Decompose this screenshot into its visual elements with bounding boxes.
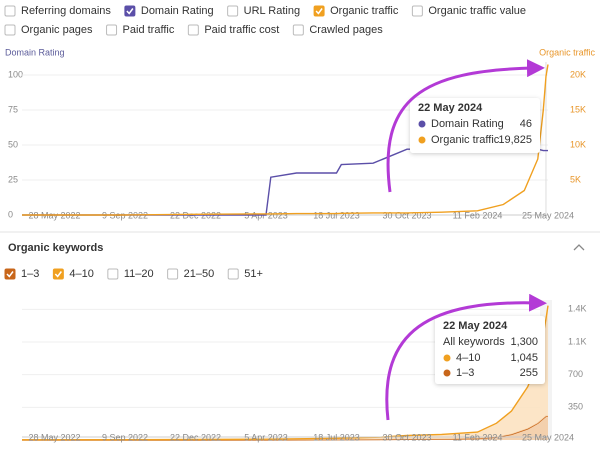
checkmark — [315, 8, 323, 15]
y-tick-label: 1.1K — [568, 336, 587, 346]
checkbox[interactable] — [124, 5, 136, 17]
checkbox-label[interactable]: 11–20 — [124, 268, 154, 280]
tooltip-name: Domain Rating — [431, 118, 504, 130]
y-tick-label: 1.4K — [568, 304, 587, 314]
y-axis-label: Domain Rating — [5, 47, 65, 57]
checkbox-label[interactable]: Paid traffic — [123, 24, 175, 36]
checkbox[interactable] — [227, 268, 239, 280]
tooltip-value: 19,825 — [498, 134, 532, 146]
checkbox[interactable] — [313, 5, 325, 17]
y2-tick-label: 20K — [570, 69, 586, 79]
x-tick-label: 11 Feb 2024 — [453, 432, 503, 442]
checkbox[interactable] — [52, 268, 64, 280]
y2-tick-label: 10K — [570, 139, 586, 149]
x-tick-label: 18 Jul 2023 — [313, 210, 360, 220]
tooltip — [410, 98, 540, 153]
checkbox-label[interactable]: Crawled pages — [309, 24, 383, 36]
checkbox-label[interactable]: Organic pages — [21, 24, 93, 36]
tooltip-dot — [443, 354, 451, 362]
tooltip-name: 4–10 — [456, 352, 480, 364]
checkbox[interactable] — [4, 268, 16, 280]
checkbox-label[interactable]: 1–3 — [21, 268, 39, 280]
y-tick-label: 25 — [8, 174, 18, 184]
x-tick-label: 25 May 2024 — [522, 210, 574, 220]
tooltip-name: 1–3 — [456, 367, 474, 379]
checkmark — [126, 8, 134, 15]
checkmark — [6, 271, 14, 278]
checkbox[interactable] — [411, 5, 423, 17]
tooltip-dot — [443, 369, 451, 377]
x-tick-label: 11 Feb 2024 — [453, 210, 503, 220]
section-title: Organic keywords — [8, 242, 103, 254]
checkbox-label[interactable]: URL Rating — [244, 5, 300, 17]
tooltip-name: All keywords — [443, 336, 505, 348]
x-tick-label: 25 May 2024 — [522, 432, 574, 442]
checkbox-label[interactable]: Paid traffic cost — [204, 24, 279, 36]
x-tick-label: 18 Jul 2023 — [313, 432, 360, 442]
x-tick-label: 28 May 2022 — [29, 432, 81, 442]
tooltip-name: Organic traffic — [431, 134, 500, 146]
checkbox[interactable] — [187, 24, 199, 36]
y-tick-label: 0 — [8, 209, 13, 219]
tooltip-dot — [418, 136, 426, 144]
series-line — [22, 147, 548, 216]
tooltip-value: 46 — [520, 118, 532, 130]
tooltip — [435, 316, 545, 384]
x-tick-label: 30 Oct 2023 — [382, 432, 431, 442]
x-tick-label: 9 Sep 2022 — [102, 432, 148, 442]
checkbox[interactable] — [292, 24, 304, 36]
tooltip-value: 1,300 — [510, 336, 538, 348]
y2-axis-label: Organic traffic — [539, 47, 595, 57]
checkbox-label[interactable]: Organic traffic — [330, 5, 399, 17]
tooltip-value: 1,045 — [510, 352, 538, 364]
y-tick-label: 50 — [8, 139, 18, 149]
checkbox-label[interactable]: 21–50 — [184, 268, 215, 280]
checkbox-label[interactable]: Domain Rating — [141, 5, 214, 17]
checkbox[interactable] — [4, 5, 16, 17]
y-tick-label: 350 — [568, 402, 583, 412]
x-tick-label: 22 Dec 2022 — [170, 432, 221, 442]
x-tick-label: 5 Apr 2023 — [244, 432, 288, 442]
tooltip-value: 255 — [520, 367, 538, 379]
area — [22, 305, 548, 440]
checkbox[interactable] — [107, 268, 119, 280]
checkmark — [54, 271, 62, 278]
y-tick-label: 75 — [8, 104, 18, 114]
annotation-arrow — [385, 293, 547, 421]
tooltip-dot — [418, 120, 426, 128]
y2-tick-label: 15K — [570, 104, 586, 114]
collapse-caret[interactable] — [573, 244, 585, 251]
tooltip-title: 22 May 2024 — [443, 320, 508, 332]
checkbox-label[interactable]: Referring domains — [21, 5, 111, 17]
annotation-arrow — [386, 59, 545, 193]
checkbox[interactable] — [227, 5, 239, 17]
y2-tick-label: 5K — [570, 174, 581, 184]
y-tick-label: 100 — [8, 69, 23, 79]
checkbox[interactable] — [167, 268, 179, 280]
checkbox-label[interactable]: 51+ — [244, 268, 263, 280]
x-tick-label: 30 Oct 2023 — [382, 210, 431, 220]
y-tick-label: 700 — [568, 369, 583, 379]
checkbox-label[interactable]: 4–10 — [69, 268, 93, 280]
checkbox[interactable] — [4, 24, 16, 36]
tooltip-title: 22 May 2024 — [418, 102, 483, 114]
checkbox-label[interactable]: Organic traffic value — [428, 5, 526, 17]
checkbox[interactable] — [106, 24, 118, 36]
